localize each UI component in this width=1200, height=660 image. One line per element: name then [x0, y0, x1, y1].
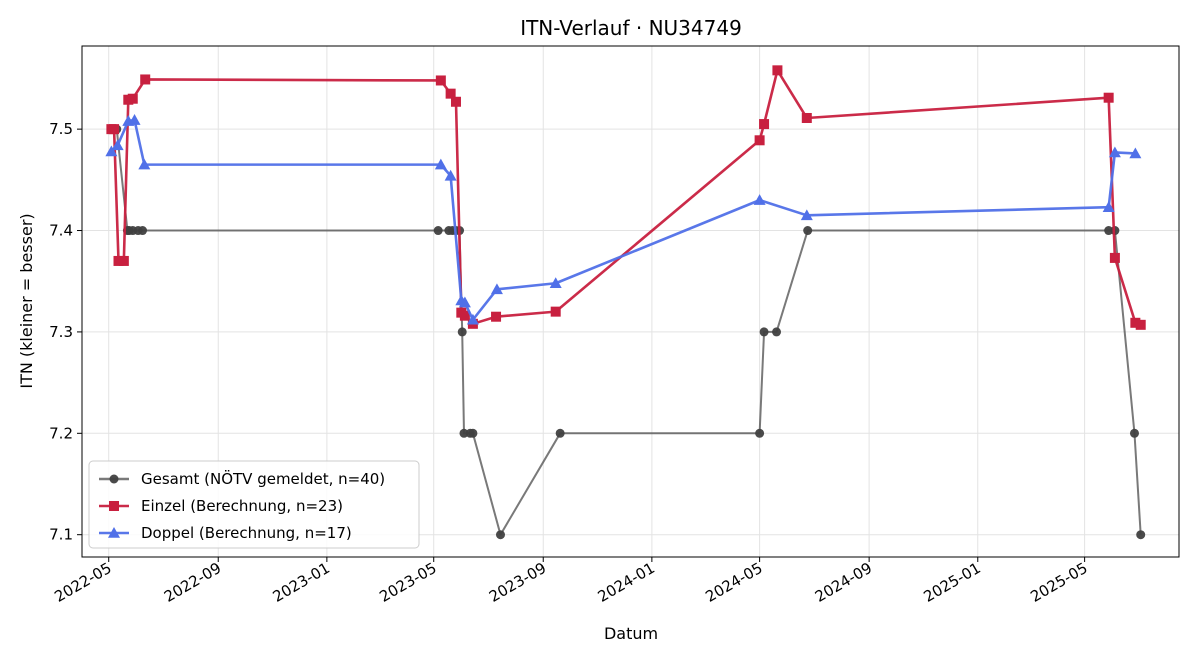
series-einzel-point	[759, 119, 770, 130]
series-layer	[105, 65, 1146, 540]
series-einzel-point	[754, 135, 765, 146]
y-tick-label: 7.3	[49, 323, 73, 341]
series-doppel-point	[490, 283, 503, 295]
series-gesamt-point	[555, 428, 565, 438]
series-gesamt-point	[495, 530, 505, 540]
series-doppel-point	[800, 209, 813, 221]
series-einzel-point	[801, 112, 812, 123]
series-gesamt-point	[1104, 226, 1114, 236]
series-einzel	[106, 65, 1146, 330]
series-gesamt	[106, 124, 1146, 540]
series-einzel-point	[435, 75, 446, 86]
series-doppel-point	[1108, 146, 1121, 158]
series-doppel-point	[111, 139, 124, 151]
series-gesamt-point	[772, 327, 782, 337]
legend-entry-gesamt: Gesamt (NÖTV gemeldet, n=40)	[99, 469, 385, 488]
series-doppel-point	[466, 313, 479, 325]
series-einzel-point	[450, 96, 461, 107]
series-doppel-point	[128, 114, 141, 125]
series-einzel-point	[772, 65, 783, 76]
series-einzel-point	[550, 306, 561, 317]
series-einzel-point	[140, 74, 151, 85]
series-doppel-point	[105, 145, 118, 157]
series-doppel-point	[549, 277, 562, 289]
series-einzel-point	[113, 255, 124, 266]
legend-entry-einzel: Einzel (Berechnung, n=23)	[99, 497, 343, 515]
series-einzel-point	[118, 255, 129, 266]
series-gesamt-point	[755, 428, 765, 438]
series-gesamt-point	[1129, 428, 1139, 438]
series-einzel-point	[1109, 252, 1120, 263]
series-einzel-point	[491, 311, 502, 322]
x-axis-label: Datum	[604, 624, 658, 643]
series-doppel-point	[444, 169, 457, 181]
series-gesamt-point	[459, 428, 469, 438]
y-tick-label: 7.4	[49, 222, 73, 240]
series-doppel-point	[1102, 201, 1115, 213]
series-gesamt-point	[457, 327, 467, 337]
chart-title: ITN-Verlauf · NU34749	[520, 16, 742, 40]
series-gesamt-point	[1136, 530, 1146, 540]
legend-label: Doppel (Berechnung, n=17)	[141, 524, 352, 542]
legend-marker	[109, 501, 119, 511]
series-einzel-point	[459, 310, 470, 321]
series-einzel-point	[1130, 317, 1141, 328]
series-gesamt-point	[468, 428, 478, 438]
y-axis-label: ITN (kleiner = besser)	[17, 213, 36, 388]
series-einzel-point	[1135, 319, 1146, 330]
series-doppel-point	[1129, 147, 1142, 159]
legend-marker	[108, 527, 120, 538]
series-gesamt-point	[138, 226, 148, 236]
series-doppel	[105, 114, 1142, 325]
legend: Gesamt (NÖTV gemeldet, n=40) Einzel (Bere…	[88, 460, 420, 549]
series-einzel-point	[127, 93, 138, 104]
legend-label: Einzel (Berechnung, n=23)	[141, 497, 343, 515]
series-doppel-point	[458, 296, 471, 308]
plot-frame	[81, 45, 1180, 558]
legend-entry-doppel: Doppel (Berechnung, n=17)	[99, 524, 352, 542]
series-einzel-point	[109, 124, 120, 135]
series-einzel-point	[1103, 92, 1114, 103]
series-einzel-point	[445, 88, 456, 99]
y-tick-label: 7.5	[49, 120, 73, 138]
legend-marker	[109, 474, 119, 484]
series-doppel-point	[434, 158, 447, 170]
series-doppel-point	[753, 194, 766, 205]
y-tick-label: 7.1	[49, 526, 73, 544]
series-gesamt-point	[803, 226, 813, 236]
series-gesamt-point	[433, 226, 443, 236]
series-gesamt-point	[759, 327, 769, 337]
series-doppel-point	[138, 158, 151, 170]
legend-box	[88, 460, 420, 549]
legend-label: Gesamt (NÖTV gemeldet, n=40)	[141, 469, 385, 488]
y-tick-label: 7.2	[49, 424, 73, 442]
